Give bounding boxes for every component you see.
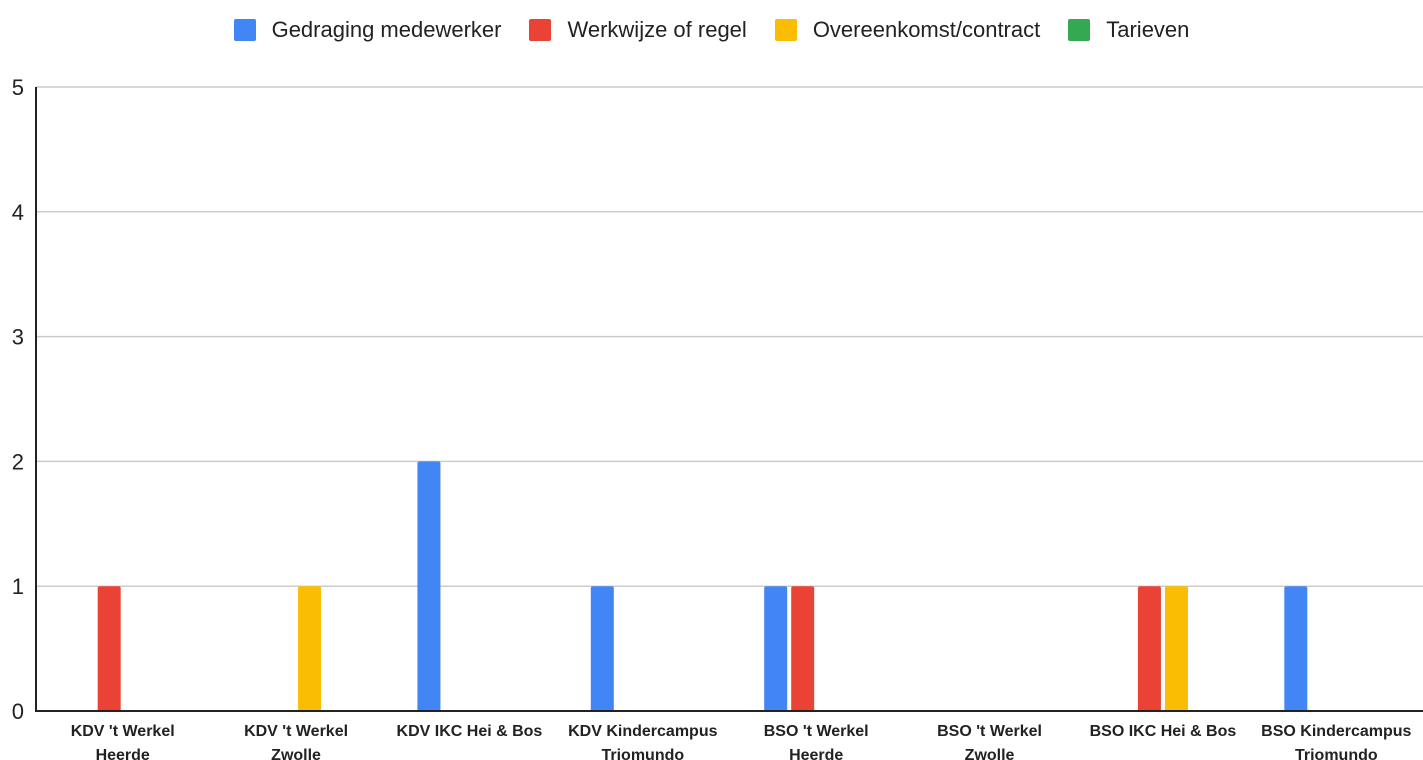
y-tick-label: 1	[12, 574, 24, 599]
y-tick-label: 3	[12, 325, 24, 350]
y-tick-label: 5	[12, 75, 24, 100]
bar	[417, 461, 441, 711]
legend: Gedraging medewerker Werkwijze of regel …	[0, 14, 1423, 46]
bar	[1164, 586, 1188, 711]
legend-item-tarieven: Tarieven	[1068, 17, 1189, 43]
bar	[791, 586, 815, 711]
axes	[35, 87, 1423, 712]
bar	[97, 586, 121, 711]
legend-swatch-overeenkomst-contract	[774, 19, 797, 41]
x-tick-label: BSO 't Werkel	[937, 723, 1042, 740]
legend-item-werkwijze-of-regel: Werkwijze of regel	[529, 17, 747, 43]
legend-swatch-gedraging-medewerker	[233, 19, 256, 41]
x-tick-label: KDV IKC Hei & Bos	[397, 723, 543, 740]
bars	[97, 461, 1308, 711]
x-tick-label: BSO 't Werkel	[764, 723, 869, 740]
legend-label: Werkwijze of regel	[567, 17, 747, 42]
legend-item-overeenkomst-contract: Overeenkomst/contract	[774, 17, 1041, 43]
x-tick-label: KDV 't Werkel	[244, 723, 348, 740]
x-tick-label: Heerde	[789, 747, 843, 760]
gridlines	[36, 86, 1423, 587]
x-tick-label: KDV Kindercampus	[568, 723, 717, 740]
bar	[1137, 586, 1161, 711]
bar	[1284, 586, 1308, 711]
bar	[298, 586, 322, 711]
x-tick-label: BSO IKC Hei & Bos	[1090, 723, 1237, 740]
x-tick-label: BSO Kindercampus	[1261, 723, 1411, 740]
legend-label: Overeenkomst/contract	[812, 17, 1041, 42]
x-tick-label: Triomundo	[1295, 747, 1378, 760]
legend-swatch-tarieven	[1068, 19, 1091, 41]
y-tick-label: 2	[12, 449, 24, 474]
x-axis-tick-labels: KDV 't Werkel Heerde KDV 't Werkel Zwolle KD…	[71, 723, 1412, 760]
y-tick-label: 0	[12, 699, 24, 724]
x-tick-label: Zwolle	[965, 747, 1015, 760]
y-tick-label: 4	[12, 200, 24, 225]
bar	[764, 586, 788, 711]
y-axis-tick-labels: 0 1 2 3 4 5	[12, 75, 24, 724]
bar	[590, 586, 614, 711]
x-tick-label: KDV 't Werkel	[71, 723, 175, 740]
x-tick-label: Triomundo	[601, 747, 684, 760]
legend-swatch-werkwijze-of-regel	[529, 19, 552, 41]
legend-label: Gedraging medewerker	[271, 17, 502, 42]
legend-item-gedraging-medewerker: Gedraging medewerker	[233, 17, 502, 43]
x-tick-label: Heerde	[96, 747, 150, 760]
legend-label: Tarieven	[1106, 17, 1190, 42]
x-tick-label: Zwolle	[271, 747, 321, 760]
